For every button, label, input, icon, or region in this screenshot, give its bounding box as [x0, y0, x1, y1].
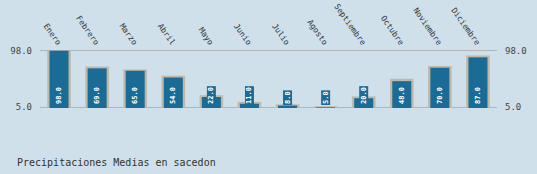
svg-text:Julio: Julio [270, 22, 291, 47]
svg-text:Mayo: Mayo [197, 26, 216, 47]
svg-text:Septiembre: Septiembre [332, 2, 367, 47]
svg-text:Enero: Enero [42, 22, 63, 47]
svg-text:5.0: 5.0 [322, 91, 330, 104]
svg-text:11.0: 11.0 [245, 87, 253, 104]
svg-text:Marzo: Marzo [118, 22, 139, 47]
svg-text:8.0: 8.0 [284, 91, 292, 104]
svg-text:69.0: 69.0 [93, 87, 101, 104]
svg-text:65.0: 65.0 [131, 87, 139, 104]
svg-text:98.0: 98.0 [10, 46, 32, 56]
svg-text:87.0: 87.0 [474, 87, 482, 104]
svg-text:5.0: 5.0 [505, 102, 521, 112]
svg-text:Diciembre: Diciembre [449, 6, 481, 47]
svg-text:Febrero: Febrero [74, 14, 101, 47]
svg-text:98.0: 98.0 [505, 46, 527, 56]
svg-text:98.0: 98.0 [55, 87, 63, 104]
svg-text:70.0: 70.0 [436, 87, 444, 104]
svg-text:Precipitaciones Medias en sace: Precipitaciones Medias en sacedon [17, 157, 216, 168]
svg-text:Abril: Abril [156, 22, 177, 47]
svg-text:Octubre: Octubre [379, 14, 406, 47]
svg-text:Agosto: Agosto [305, 18, 329, 47]
svg-text:22.0: 22.0 [207, 87, 215, 104]
svg-text:48.0: 48.0 [398, 87, 406, 104]
svg-text:54.0: 54.0 [169, 87, 177, 104]
svg-text:Noviembre: Noviembre [411, 6, 443, 47]
svg-text:5.0: 5.0 [16, 102, 32, 112]
svg-text:20.0: 20.0 [360, 87, 368, 104]
svg-text:Junio: Junio [232, 22, 253, 47]
